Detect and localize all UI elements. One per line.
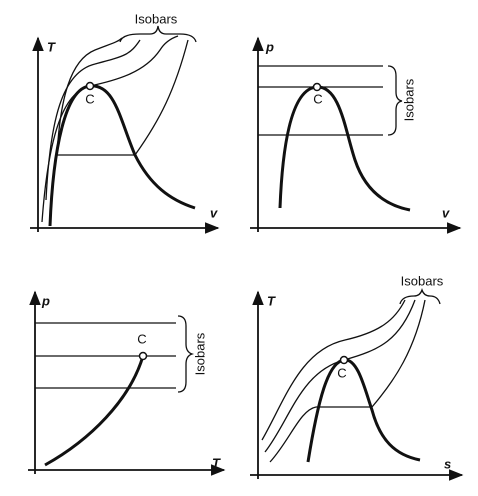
isobar-curve bbox=[261, 299, 406, 441]
x-label: T bbox=[212, 455, 221, 470]
x-label: v bbox=[442, 205, 450, 220]
panel-p-v: p v Isobars C bbox=[250, 36, 462, 234]
x-label: v bbox=[210, 205, 218, 220]
brace bbox=[387, 65, 403, 136]
x-label: s bbox=[444, 456, 451, 471]
brace bbox=[119, 25, 197, 43]
vapor-pressure-curve bbox=[44, 355, 145, 467]
panel-t-s: T s Isobars C bbox=[250, 273, 464, 481]
isobars-label: Isobars bbox=[401, 78, 416, 121]
isobar-curve bbox=[134, 39, 189, 156]
isobars-label: Isobars bbox=[192, 332, 207, 375]
critical-point bbox=[85, 81, 95, 91]
critical-point bbox=[138, 351, 148, 361]
isobar-curve bbox=[45, 39, 141, 201]
brace bbox=[177, 315, 195, 393]
saturation-dome bbox=[48, 84, 196, 227]
y-label: p bbox=[41, 293, 50, 308]
critical-label: C bbox=[137, 331, 146, 346]
brace bbox=[399, 287, 441, 305]
critical-label: C bbox=[85, 91, 94, 106]
critical-point bbox=[312, 82, 322, 92]
critical-label: C bbox=[313, 91, 322, 106]
isobar-curve bbox=[41, 35, 179, 223]
isobar-curve bbox=[269, 299, 426, 463]
isobars-label: Isobars bbox=[401, 273, 444, 288]
critical-label: C bbox=[337, 365, 346, 380]
y-label: p bbox=[265, 39, 274, 54]
y-label: T bbox=[47, 39, 56, 54]
isobar-curve bbox=[56, 37, 123, 156]
isobars-label: Isobars bbox=[135, 11, 178, 26]
saturation-dome bbox=[306, 358, 421, 463]
saturation-dome bbox=[278, 85, 411, 212]
panel-t-v: T v Isobars C bbox=[30, 11, 220, 234]
y-label: T bbox=[267, 293, 276, 308]
panel-p-t: p T Isobars C bbox=[28, 290, 226, 476]
critical-point bbox=[339, 355, 349, 365]
isobar-lines bbox=[35, 322, 176, 389]
